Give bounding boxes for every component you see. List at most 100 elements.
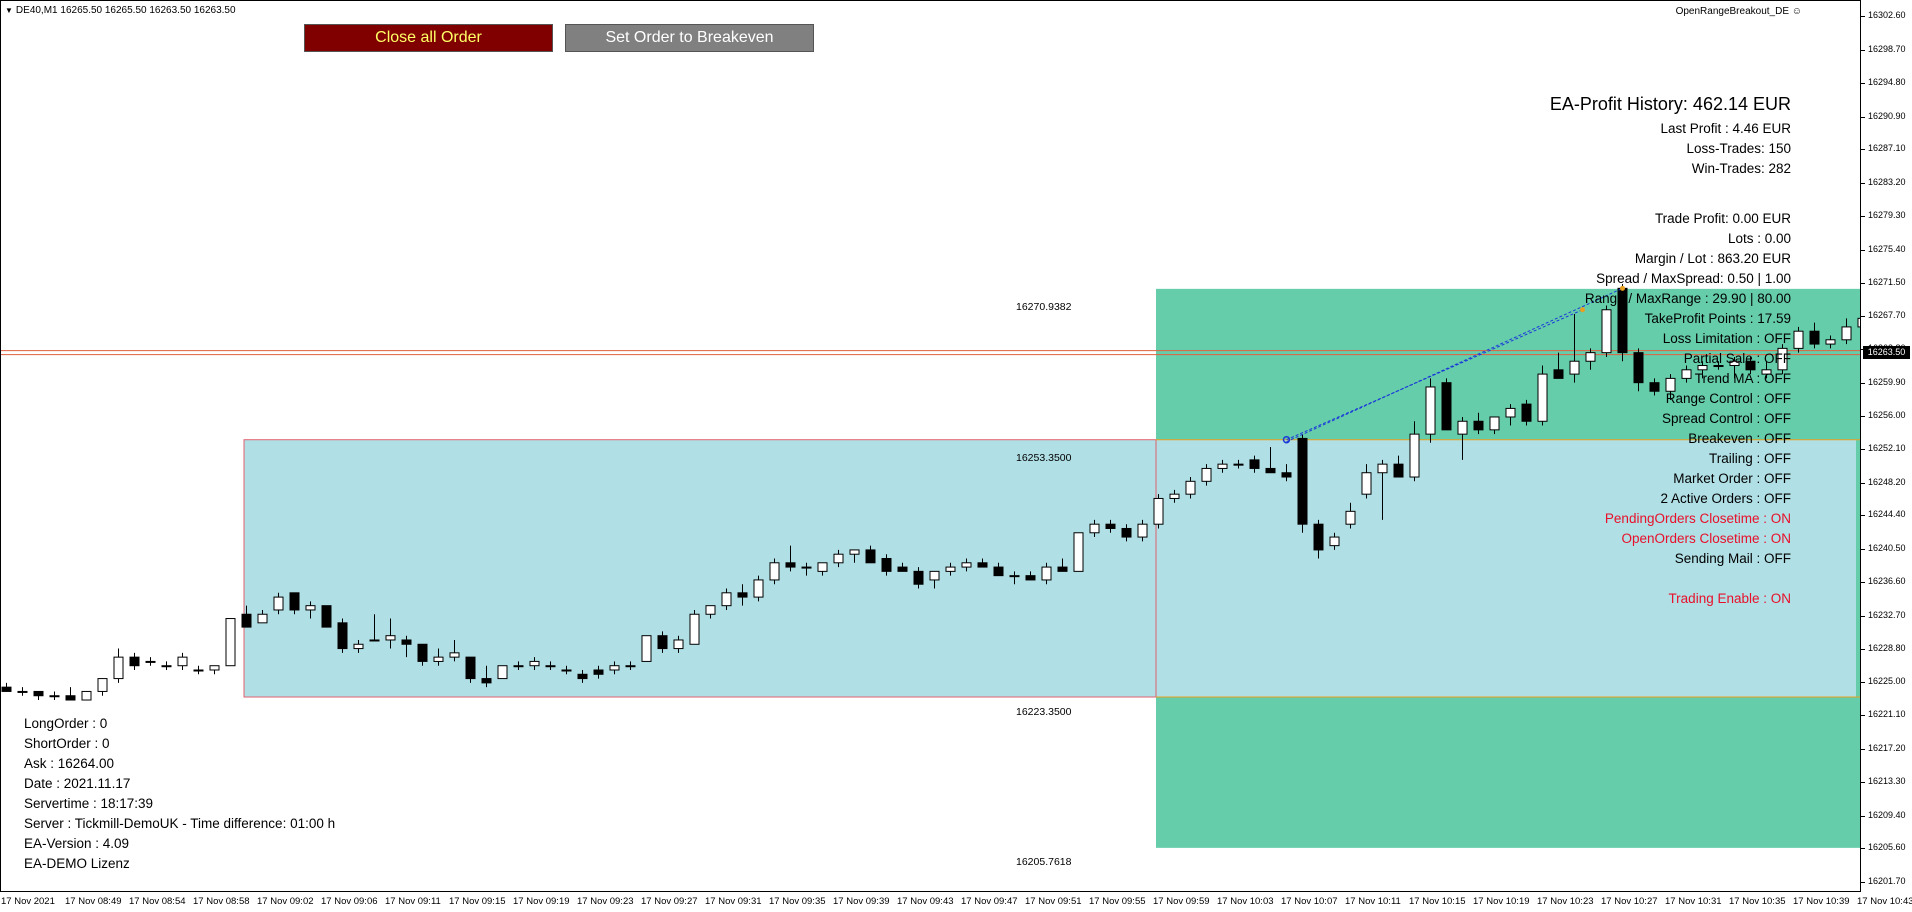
setting-line: Range / MaxRange : 29.90 | 80.00	[1584, 291, 1791, 306]
bull-candle	[1409, 433, 1420, 478]
bull-candle	[705, 605, 716, 615]
account-info-line: Server : Tickmill-DemoUK - Time differen…	[24, 816, 336, 831]
setting-line: Lots : 0.00	[1727, 231, 1791, 246]
bear-candle	[1649, 382, 1660, 392]
bear-candle	[401, 639, 412, 645]
time-tick-label: 17 Nov 10:19	[1473, 896, 1530, 907]
bear-candle	[593, 669, 604, 675]
bear-candle	[977, 562, 988, 568]
time-tick-label: 17 Nov 10:27	[1601, 896, 1658, 907]
time-tick-label: 17 Nov 10:07	[1281, 896, 1338, 907]
setting-line: Loss Limitation : OFF	[1662, 331, 1791, 346]
bear-candle	[577, 673, 588, 680]
bull-candle	[1457, 420, 1468, 435]
account-info-line: EA-DEMO Lizenz	[24, 856, 130, 871]
bull-candle	[257, 613, 268, 624]
bull-candle	[113, 656, 124, 680]
time-tick-label: 17 Nov 08:54	[129, 896, 186, 907]
bull-candle	[1137, 523, 1148, 538]
bull-candle	[433, 656, 444, 662]
price-tick-label: 16279.30	[1861, 210, 1906, 221]
bull-candle	[1153, 497, 1164, 525]
price-tick-label: 16232.70	[1861, 609, 1906, 620]
close-all-order-button[interactable]: Close all Order	[304, 24, 553, 52]
chart-area[interactable]: ▼ DE40,M1 16265.50 16265.50 16263.50 1626…	[0, 0, 1861, 892]
bull-candle	[209, 665, 220, 671]
bull-candle	[1233, 463, 1244, 466]
setting-line: Market Order : OFF	[1673, 471, 1791, 486]
bear-candle	[1105, 523, 1116, 529]
time-tick-label: 17 Nov 2021	[1, 896, 55, 907]
range-high-level-label: 16253.3500	[1016, 452, 1072, 464]
profit-stat-line: Last Profit : 4.46 EUR	[1660, 121, 1791, 136]
bear-candle	[129, 656, 140, 667]
trade-line	[1286, 309, 1583, 441]
bear-candle	[785, 562, 796, 568]
bull-candle	[1329, 536, 1340, 547]
setting-line: OpenOrders Closetime : ON	[1621, 531, 1791, 546]
price-tick-label: 16240.50	[1861, 542, 1906, 553]
setting-line: 2 Active Orders : OFF	[1660, 491, 1791, 506]
price-tick-label: 16256.00	[1861, 409, 1906, 420]
bull-candle	[1185, 480, 1196, 495]
bull-candle	[561, 669, 572, 672]
bull-candle	[97, 678, 108, 692]
bear-candle	[321, 605, 332, 628]
bear-candle	[1265, 467, 1276, 474]
bear-candle	[1249, 459, 1260, 469]
trading-enable-status: Trading Enable : ON	[1668, 591, 1791, 606]
bull-candle	[1569, 360, 1580, 375]
bull-candle	[641, 635, 652, 662]
price-tick-label: 16290.90	[1861, 110, 1906, 121]
price-tick-label: 16271.50	[1861, 277, 1906, 288]
time-axis[interactable]: 17 Nov 2021 17 Nov 08:49 17 Nov 08:54 17 No…	[0, 892, 1912, 912]
bull-candle	[929, 570, 940, 581]
bull-candle	[449, 652, 460, 658]
bull-candle	[609, 665, 620, 671]
bear-candle	[1473, 420, 1484, 431]
bull-candle	[1825, 339, 1836, 345]
bull-candle	[1537, 373, 1548, 422]
bear-candle	[1313, 523, 1324, 551]
bull-candle	[1857, 317, 1860, 328]
bull-candle	[1201, 467, 1212, 482]
bull-candle	[1665, 377, 1676, 392]
price-tick-label: 16252.10	[1861, 443, 1906, 454]
bull-candle	[1217, 463, 1228, 469]
bull-candle	[1009, 575, 1020, 578]
bull-candle	[497, 665, 508, 680]
bull-candle	[1041, 566, 1052, 581]
set-breakeven-button[interactable]: Set Order to Breakeven	[565, 24, 814, 52]
bull-candle	[673, 639, 684, 650]
time-tick-label: 17 Nov 09:19	[513, 896, 570, 907]
price-tick-label: 16228.80	[1861, 643, 1906, 654]
bull-candle	[1089, 523, 1100, 534]
tp-high-level-label: 16270.9382	[1016, 301, 1072, 313]
bull-candle	[945, 566, 956, 572]
bear-candle	[865, 549, 876, 564]
bull-candle	[545, 665, 556, 668]
bull-candle	[1425, 386, 1436, 435]
account-info-line: LongOrder : 0	[24, 716, 108, 731]
bear-candle	[737, 592, 748, 598]
bear-candle	[1633, 352, 1644, 384]
bull-candle	[1713, 365, 1724, 368]
price-tick-label: 16267.70	[1861, 309, 1906, 320]
time-tick-label: 17 Nov 09:31	[705, 896, 762, 907]
price-tick-label: 16283.20	[1861, 176, 1906, 187]
price-axis[interactable]: 16302.60 16298.70 16294.80 16290.90 16287.10…	[1861, 0, 1912, 892]
bear-candle	[289, 592, 300, 611]
account-panel: LongOrder : 0 ShortOrder : 0 Ask : 16264.0…	[24, 714, 335, 874]
bull-candle	[1505, 407, 1516, 418]
price-tick-label: 16221.10	[1861, 709, 1906, 720]
bear-candle	[1121, 527, 1132, 538]
bull-candle	[689, 613, 700, 645]
account-info-line: Ask : 16264.00	[24, 756, 115, 771]
dropdown-triangle-icon[interactable]: ▼	[5, 6, 13, 15]
bull-candle	[273, 596, 284, 611]
time-tick-label: 17 Nov 09:02	[257, 896, 314, 907]
profit-history: EA-Profit History: 462.14 EUR	[1549, 94, 1791, 114]
setting-line: Margin / Lot : 863.20 EUR	[1634, 251, 1791, 266]
time-tick-label: 17 Nov 09:06	[321, 896, 378, 907]
profit-stats: Last Profit : 4.46 EUR Loss-Trades: 150 Wi…	[1550, 119, 1791, 179]
